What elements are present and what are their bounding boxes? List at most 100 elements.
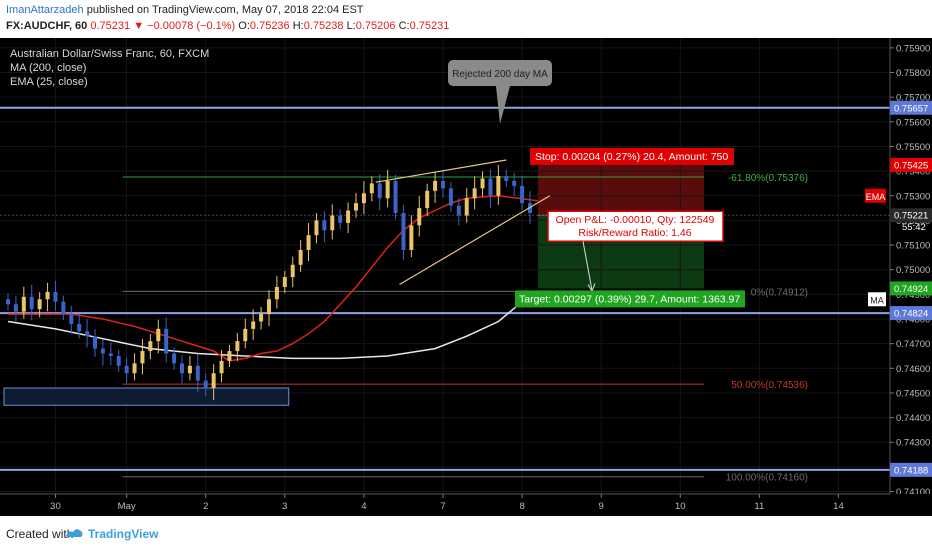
author-link[interactable]: ImanAttarzadeh [6, 4, 84, 16]
candle-body[interactable] [45, 291, 50, 300]
candle-body[interactable] [425, 190, 430, 209]
candle-body[interactable] [409, 225, 414, 250]
pnl-label-box[interactable] [547, 210, 724, 242]
candle-body[interactable] [124, 365, 129, 374]
candle-body[interactable] [354, 203, 358, 211]
price-level-tag[interactable] [890, 306, 932, 321]
ma-200-line[interactable] [7, 291, 531, 360]
candle-body[interactable] [108, 353, 113, 356]
candle-body[interactable] [53, 291, 58, 302]
candle-body[interactable] [306, 235, 311, 250]
candle-body[interactable] [148, 341, 153, 352]
candle-body[interactable] [132, 363, 137, 374]
price-level-tag[interactable] [890, 208, 932, 223]
ema-tag-box[interactable] [865, 188, 886, 203]
candle-body[interactable] [274, 286, 279, 300]
candle-body[interactable] [211, 373, 216, 389]
support-zone-box[interactable] [3, 387, 290, 406]
candle-body[interactable] [164, 328, 169, 354]
candle-body[interactable] [290, 264, 295, 278]
candle-body[interactable] [172, 353, 177, 364]
candle-body[interactable] [100, 348, 105, 354]
candle-body[interactable] [346, 210, 351, 223]
candle-body[interactable] [512, 180, 517, 186]
price-tick-label: 0.75300 [896, 191, 930, 202]
candle-body[interactable] [496, 176, 501, 196]
candle-body[interactable] [180, 363, 184, 374]
candle-body[interactable] [417, 208, 422, 226]
tradingview-brand[interactable]: TradingView [88, 527, 159, 541]
candle-body[interactable] [282, 277, 287, 287]
candle-body[interactable] [251, 321, 256, 329]
legend-ema[interactable]: EMA (25, close) [10, 76, 88, 88]
candle-body[interactable] [156, 328, 161, 342]
callout-box[interactable] [448, 60, 552, 86]
candle-body[interactable] [37, 299, 42, 310]
candle-body[interactable] [504, 176, 509, 181]
candle-body[interactable] [203, 380, 208, 389]
price-level-tag[interactable] [890, 157, 932, 172]
candle-body[interactable] [448, 188, 453, 206]
candle-body[interactable] [488, 178, 493, 196]
ema-25-line[interactable] [8, 195, 538, 362]
candle-body[interactable] [61, 301, 66, 315]
candle-body[interactable] [21, 296, 26, 312]
tradingview-logo-icon [66, 529, 83, 537]
candle-body[interactable] [116, 355, 121, 366]
candle-body[interactable] [433, 180, 438, 191]
ma-line [7, 291, 531, 360]
candle-body[interactable] [472, 188, 477, 199]
candle-body[interactable] [195, 365, 200, 381]
candle-body[interactable] [385, 180, 390, 199]
candle-body[interactable] [520, 185, 525, 204]
ma-tag-box[interactable] [868, 292, 886, 307]
price-level-tag[interactable] [890, 281, 932, 296]
candle-body[interactable] [480, 178, 485, 189]
candle-body[interactable] [77, 323, 82, 332]
candle-body[interactable] [69, 314, 74, 324]
candle-body[interactable] [243, 328, 248, 342]
ema-line [8, 195, 538, 362]
chart-canvas[interactable]: -61.80%(0.75376) 0%(0.74912) 50.00%(0.7453… [0, 38, 932, 516]
candle-body[interactable] [298, 249, 303, 265]
high-label: H: [292, 20, 304, 32]
candle-body[interactable] [361, 193, 366, 204]
ohlc-line: FX:AUDCHF, 60 0.75231 ▼ −0.00078 (−0.1%)… [6, 20, 449, 32]
candle-body[interactable] [369, 183, 374, 194]
price-tick-label: 0.75400 [896, 167, 930, 178]
candle-body[interactable] [267, 299, 271, 315]
candle-body[interactable] [219, 360, 224, 374]
candle-body[interactable] [6, 299, 10, 305]
candle-body[interactable] [227, 351, 232, 361]
price-level-tag[interactable] [890, 462, 932, 477]
price-level-tag[interactable] [890, 100, 932, 115]
price-level-tag-text: 0.75425 [894, 160, 928, 171]
candle-body[interactable] [456, 205, 461, 216]
stop-label-box[interactable] [530, 147, 734, 165]
candle-body[interactable] [338, 215, 343, 223]
candle-body[interactable] [93, 336, 97, 349]
candle-body[interactable] [187, 365, 192, 374]
price-chart[interactable]: -61.80%(0.75376) 0%(0.74912) 50.00%(0.7453… [0, 38, 932, 516]
candle-body[interactable] [441, 180, 445, 189]
chart-header: ImanAttarzadeh published on TradingView.… [0, 0, 932, 38]
price-tick-label: 0.74700 [896, 339, 930, 350]
candle-body[interactable] [13, 304, 18, 312]
candle-body[interactable] [259, 314, 264, 322]
candle-body[interactable] [140, 351, 145, 364]
symbol-label: FX:AUDCHF, 60 [6, 20, 88, 32]
candle-body[interactable] [29, 296, 34, 310]
candle-body[interactable] [393, 180, 398, 214]
candle-body[interactable] [377, 183, 382, 199]
candle-body[interactable] [85, 331, 90, 337]
candle-body[interactable] [235, 341, 240, 352]
candle-body[interactable] [330, 215, 335, 231]
wedge-lower-line[interactable] [399, 195, 551, 286]
candle-body[interactable] [401, 213, 406, 250]
candle-body[interactable] [314, 220, 319, 236]
legend-ma[interactable]: MA (200, close) [10, 62, 86, 74]
target-label-box[interactable] [515, 290, 745, 308]
candle-body[interactable] [322, 220, 327, 231]
candle-body[interactable] [464, 198, 469, 216]
wedge-upper-line[interactable] [375, 159, 507, 183]
